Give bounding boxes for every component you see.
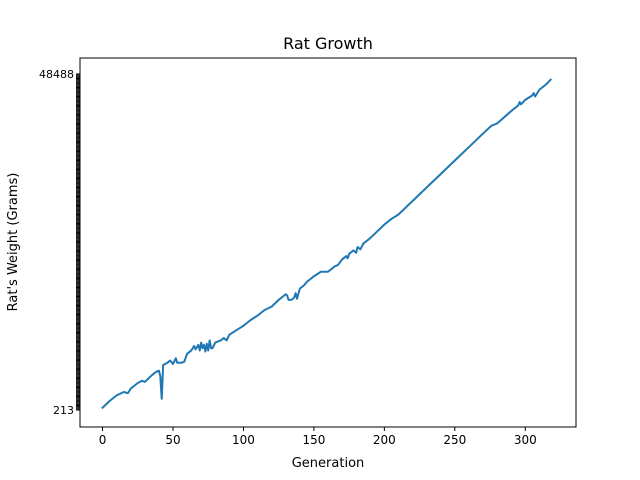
x-tick-label: 200: [373, 433, 396, 447]
plot-frame: [79, 57, 577, 428]
x-tick-label: 250: [443, 433, 466, 447]
y-tick-label: 213: [53, 404, 74, 417]
x-tick-label: 50: [165, 433, 180, 447]
series-line: [101, 78, 553, 410]
chart-title: Rat Growth: [283, 34, 373, 53]
y-tick-label: 48488: [39, 68, 74, 81]
y-axis-label: Rat's Weight (Grams): [6, 173, 21, 312]
x-axis-ticks: 0 50 100 150 200 250 300: [99, 427, 537, 447]
x-tick-label: 100: [232, 433, 255, 447]
x-axis-label: Generation: [292, 456, 365, 471]
y-axis-ticks: [76, 73, 80, 411]
x-tick-label: 300: [514, 433, 537, 447]
x-tick-label: 0: [99, 433, 107, 447]
x-tick-label: 150: [302, 433, 325, 447]
y-axis-tick-labels: 48488 213: [39, 68, 74, 417]
